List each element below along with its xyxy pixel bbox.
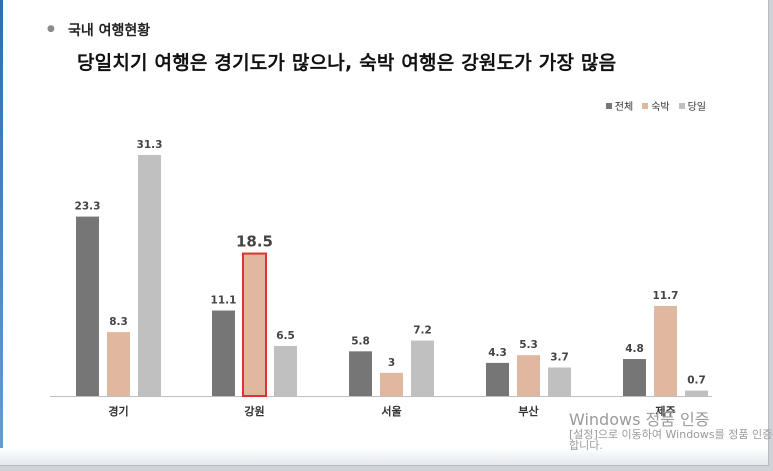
bar-day-4 [685, 390, 708, 396]
bar-day-1 [274, 345, 297, 396]
data-label-total-3: 4.3 [488, 347, 507, 359]
bar-overnight-0 [107, 332, 130, 396]
activation-watermark: Windows 정품 인증 [설정]으로 이동하여 Windows를 정품 인증… [569, 410, 773, 453]
bar-day-0 [138, 155, 161, 396]
slide-bottom-strip [0, 448, 768, 465]
bar-overnight-4 [654, 305, 677, 396]
data-label-total-4: 4.8 [625, 343, 644, 355]
bar-day-2 [411, 340, 434, 396]
bullet-icon: ● [47, 24, 55, 34]
headline: 당일치기 여행은 경기도가 많으나, 숙박 여행은 강원도가 가장 많음 [77, 52, 617, 74]
legend-label-overnight: 숙박 [651, 102, 670, 113]
data-label-total-1: 11.1 [211, 295, 237, 307]
section-title: 국내 여행현황 [68, 23, 151, 39]
data-label-overnight-1: 18.5 [236, 233, 273, 251]
category-label-4: 제주 [655, 404, 675, 418]
bar-overnight-2 [380, 372, 403, 396]
category-label-3: 부산 [518, 404, 538, 418]
data-label-overnight-2: 3 [388, 357, 395, 369]
legend-label-total: 전체 [614, 102, 634, 113]
data-label-day-2: 7.2 [413, 325, 432, 337]
legend-swatch-overnight [642, 102, 649, 109]
category-label-0: 경기 [108, 404, 128, 418]
bar-total-4 [623, 359, 646, 396]
data-label-day-4: 0.7 [687, 375, 706, 387]
data-label-overnight-4: 11.7 [653, 290, 679, 302]
data-label-overnight-0: 8.3 [109, 316, 128, 328]
data-label-total-2: 5.8 [351, 335, 370, 347]
bar-overnight-3 [517, 355, 540, 396]
data-label-day-1: 6.5 [276, 330, 295, 342]
category-label-1: 강원 [244, 404, 264, 418]
bar-total-0 [76, 216, 99, 396]
bar-total-2 [349, 351, 372, 396]
bar-total-1 [212, 310, 235, 396]
watermark-subtitle: [설정]으로 이동하여 Windows를 정품 인증합니다. [569, 427, 773, 453]
slide-left-edge [0, 0, 3, 465]
bar-overnight-1 [242, 252, 267, 397]
watermark-title: Windows 정품 인증 [569, 410, 710, 429]
legend-item-total: 전체 [605, 98, 634, 113]
data-label-total-0: 23.3 [75, 201, 101, 213]
legend-swatch-day [678, 102, 685, 109]
bar-total-3 [486, 362, 509, 396]
legend-item-day: 당일 [678, 98, 706, 113]
data-label-day-3: 3.7 [550, 352, 569, 364]
legend-swatch-total [605, 102, 612, 109]
bar-day-3 [548, 367, 571, 396]
category-label-2: 서울 [381, 404, 401, 418]
data-label-overnight-3: 5.3 [519, 339, 538, 351]
legend-item-overnight: 숙박 [642, 98, 670, 113]
chart-legend: 전체 숙박 당일 [605, 98, 706, 113]
legend-label-day: 당일 [687, 102, 706, 113]
data-label-day-0: 31.3 [137, 139, 163, 151]
